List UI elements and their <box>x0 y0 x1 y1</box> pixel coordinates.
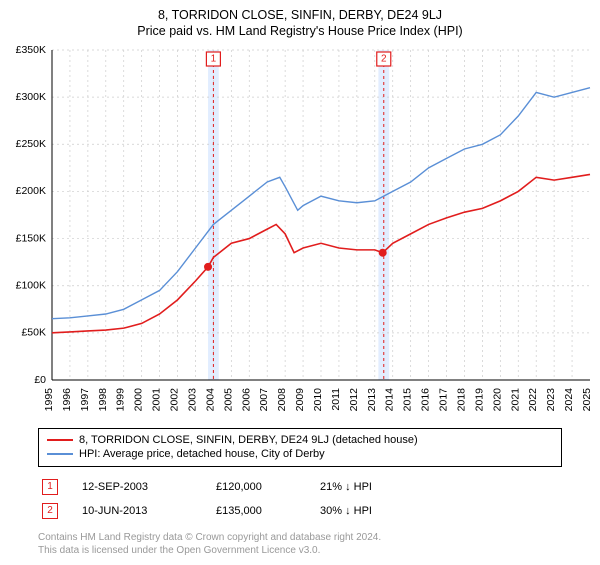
x-axis-label: 2016 <box>420 388 432 412</box>
legend-swatch <box>47 439 73 441</box>
x-axis-label: 2021 <box>509 388 521 412</box>
sale-date: 10-JUN-2013 <box>82 505 192 517</box>
x-axis-label: 1999 <box>115 388 127 412</box>
legend-label: 8, TORRIDON CLOSE, SINFIN, DERBY, DE24 9… <box>79 433 418 447</box>
legend-label: HPI: Average price, detached house, City… <box>79 447 325 461</box>
x-axis-label: 2012 <box>348 388 360 412</box>
x-axis-label: 1995 <box>43 388 55 412</box>
x-axis-label: 1997 <box>79 388 91 412</box>
band-marker-label: 2 <box>381 54 387 65</box>
chart-area: £0 £50K £100K £150K £200K £250K £300K £350K 1995… <box>0 44 600 424</box>
legend-item: HPI: Average price, detached house, City… <box>47 447 553 461</box>
chart-container: 8, TORRIDON CLOSE, SINFIN, DERBY, DE24 9… <box>0 0 600 557</box>
x-axis-label: 2023 <box>545 388 557 412</box>
x-axis-label: 1996 <box>61 388 73 412</box>
y-axis-label: £50K <box>21 327 46 339</box>
x-axis-label: 2018 <box>455 388 467 412</box>
sale-diff: 30% ↓ HPI <box>320 505 420 517</box>
x-axis-label: 2013 <box>366 388 378 412</box>
legend-swatch <box>47 453 73 455</box>
x-axis-label: 2014 <box>384 388 396 412</box>
y-axis-label: £300K <box>16 91 46 103</box>
x-axis-label: 2011 <box>330 388 342 411</box>
x-axis-label: 2015 <box>402 388 414 412</box>
x-axis-label: 2007 <box>258 388 270 412</box>
y-axis-label: £200K <box>16 185 46 197</box>
sale-date: 12-SEP-2003 <box>82 481 192 493</box>
y-axis-label: £250K <box>16 138 46 150</box>
y-axis-label: £150K <box>16 232 46 244</box>
footer-line-2: This data is licensed under the Open Gov… <box>38 544 562 557</box>
x-axis-label: 2004 <box>204 388 216 412</box>
band-marker-label: 1 <box>211 54 217 65</box>
x-axis-label: 2020 <box>491 388 503 412</box>
x-axis-label: 2022 <box>527 388 539 412</box>
x-axis-label: 2010 <box>312 388 324 412</box>
x-axis-label: 2000 <box>133 388 145 412</box>
chart-title: 8, TORRIDON CLOSE, SINFIN, DERBY, DE24 9… <box>0 0 600 22</box>
x-axis-label: 2017 <box>438 388 450 412</box>
sale-row: 2 10-JUN-2013 £135,000 30% ↓ HPI <box>38 499 562 523</box>
sale-price: £135,000 <box>216 505 296 517</box>
x-axis-label: 1998 <box>97 388 109 412</box>
sales-table: 1 12-SEP-2003 £120,000 21% ↓ HPI 2 10-JUN-201… <box>38 475 562 523</box>
y-axis-label: £100K <box>16 279 46 291</box>
line-chart: £0 £50K £100K £150K £200K £250K £300K £350K 1995… <box>0 44 600 424</box>
sale-diff: 21% ↓ HPI <box>320 481 420 493</box>
attribution-footer: Contains HM Land Registry data © Crown c… <box>38 531 562 557</box>
legend-item: 8, TORRIDON CLOSE, SINFIN, DERBY, DE24 9… <box>47 433 553 447</box>
y-axis-label: £350K <box>16 44 46 56</box>
sale-marker: 1 <box>42 479 58 495</box>
footer-line-1: Contains HM Land Registry data © Crown c… <box>38 531 562 544</box>
x-axis-label: 2008 <box>276 388 288 412</box>
x-axis-label: 2001 <box>151 388 163 412</box>
x-axis-label: 2002 <box>169 388 181 412</box>
sale-point <box>204 263 212 271</box>
legend: 8, TORRIDON CLOSE, SINFIN, DERBY, DE24 9… <box>38 428 562 467</box>
x-axis-label: 2003 <box>186 388 198 412</box>
x-axis-label: 2005 <box>222 388 234 412</box>
y-axis-label: £0 <box>34 374 46 386</box>
x-axis-label: 2024 <box>563 388 575 412</box>
chart-subtitle: Price paid vs. HM Land Registry's House … <box>0 22 600 44</box>
x-axis-label: 2025 <box>581 388 593 412</box>
sale-marker: 2 <box>42 503 58 519</box>
x-axis-label: 2019 <box>473 388 485 412</box>
x-axis-label: 2009 <box>294 388 306 412</box>
x-axis-label: 2006 <box>240 388 252 412</box>
sale-point <box>379 249 387 257</box>
sale-price: £120,000 <box>216 481 296 493</box>
sale-row: 1 12-SEP-2003 £120,000 21% ↓ HPI <box>38 475 562 499</box>
